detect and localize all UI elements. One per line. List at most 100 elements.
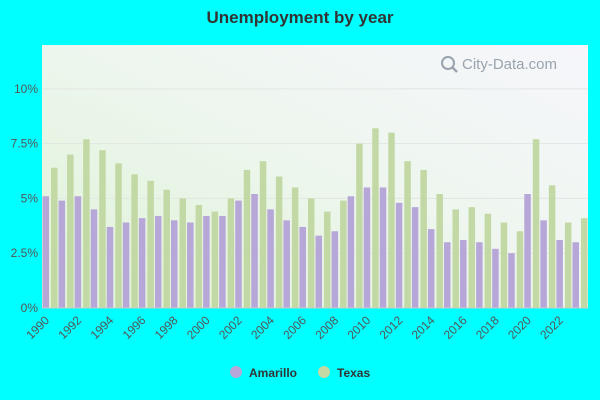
bar-amarillo-1991[interactable] [58,200,66,308]
y-axis: 0% 2.5% 5% 7.5% 10% [11,82,39,315]
bar-amarillo-2007[interactable] [315,235,323,308]
bar-amarillo-2014[interactable] [427,229,435,308]
y-tick-label: 5% [21,191,39,205]
bar-texas-2003[interactable] [259,161,267,308]
bar-texas-2013[interactable] [420,169,427,308]
y-tick-label: 10% [14,82,38,96]
bar-texas-2014[interactable] [436,194,443,308]
bar-texas-2022[interactable] [564,222,572,308]
x-tick-label: 1990 [23,313,52,342]
bar-amarillo-1998[interactable] [171,220,178,308]
bar-amarillo-1994[interactable] [106,226,114,308]
bar-texas-2004[interactable] [275,176,283,309]
bar-amarillo-2011[interactable] [379,187,387,308]
bar-texas-2006[interactable] [307,198,315,308]
bar-texas-2020[interactable] [532,139,540,308]
watermark: City-Data.com [441,56,557,73]
bar-amarillo-2004[interactable] [267,209,274,309]
bar-amarillo-2020[interactable] [524,194,531,308]
y-tick-label: 2.5% [11,246,39,260]
bar-texas-2002[interactable] [243,169,251,308]
bar-texas-2017[interactable] [484,213,492,308]
bar-amarillo-2001[interactable] [219,215,226,308]
legend-swatch-amarillo[interactable] [230,366,242,378]
bar-amarillo-1997[interactable] [154,215,162,308]
x-tick-label: 1998 [152,313,181,342]
bar-texas-2001[interactable] [227,198,235,308]
bar-amarillo-2000[interactable] [203,215,210,308]
bar-amarillo-2016[interactable] [460,240,467,308]
bar-texas-2008[interactable] [340,200,347,308]
x-tick-label: 2010 [345,313,374,342]
bar-texas-2007[interactable] [324,211,331,308]
bar-amarillo-2013[interactable] [411,207,419,308]
x-tick-label: 2022 [537,313,566,342]
legend-label-amarillo: Amarillo [249,366,297,380]
bar-texas-2009[interactable] [356,143,363,309]
bar-amarillo-2003[interactable] [251,194,258,308]
x-tick-label: 2020 [505,313,534,342]
bar-texas-1991[interactable] [67,154,74,308]
bar-amarillo-2021[interactable] [540,220,547,308]
bar-amarillo-1995[interactable] [122,222,130,308]
bar-texas-2023[interactable] [580,218,588,308]
bar-amarillo-2017[interactable] [476,242,483,308]
x-tick-label: 2008 [312,313,341,342]
bar-amarillo-2005[interactable] [283,220,290,308]
bar-amarillo-1999[interactable] [187,222,194,308]
legend-swatch-texas[interactable] [318,366,330,378]
y-tick-label: 0% [21,301,39,315]
bar-texas-2000[interactable] [211,211,219,308]
bar-texas-2005[interactable] [291,187,299,308]
bar-texas-2018[interactable] [500,222,508,308]
bar-texas-1994[interactable] [115,163,122,308]
x-tick-label: 2000 [184,313,213,342]
bar-texas-2012[interactable] [404,161,411,308]
watermark-text: City-Data.com [462,56,557,73]
magnifier-icon [441,56,458,73]
bar-texas-1995[interactable] [131,174,138,308]
x-tick-label: 2014 [409,313,438,342]
bar-amarillo-1996[interactable] [138,218,146,308]
x-axis: 1990 1992 1994 1996 1998 2000 2002 2004 2006 2008… [23,307,588,342]
bar-texas-2021[interactable] [548,185,556,308]
bar-texas-2016[interactable] [468,207,476,308]
bar-amarillo-2018[interactable] [492,248,499,308]
bar-amarillo-2009[interactable] [347,196,355,308]
bar-amarillo-2008[interactable] [331,231,339,308]
bar-amarillo-2019[interactable] [508,253,515,308]
bar-texas-1999[interactable] [195,204,203,308]
bar-amarillo-2023[interactable] [572,242,579,308]
bar-amarillo-2002[interactable] [235,200,242,308]
bar-texas-1990[interactable] [51,167,58,308]
x-tick-label: 1992 [55,313,84,342]
bar-texas-1998[interactable] [179,198,187,308]
bar-texas-2011[interactable] [388,132,395,308]
bar-texas-1993[interactable] [99,150,106,308]
bar-texas-1997[interactable] [163,189,170,308]
bar-amarillo-1993[interactable] [90,209,98,309]
bar-texas-2019[interactable] [516,231,524,308]
chart-title: Unemployment by year [206,8,394,27]
bars [42,128,588,309]
x-tick-label: 2016 [441,313,470,342]
x-tick-label: 2004 [248,313,277,342]
x-tick-label: 2012 [377,313,406,342]
bar-texas-2010[interactable] [372,128,379,308]
bar-amarillo-1992[interactable] [74,196,82,308]
x-tick-label: 2018 [473,313,502,342]
bar-amarillo-2010[interactable] [363,187,371,308]
legend: Amarillo Texas [230,366,370,380]
bar-amarillo-2012[interactable] [395,202,403,308]
bar-amarillo-2006[interactable] [299,226,306,308]
legend-label-texas: Texas [337,366,370,380]
y-tick-label: 7.5% [11,137,39,151]
bar-amarillo-2022[interactable] [556,240,563,308]
bar-texas-1992[interactable] [83,139,90,308]
bar-texas-1996[interactable] [147,180,154,308]
x-tick-label: 1994 [88,313,117,342]
bar-amarillo-2015[interactable] [444,242,451,308]
bar-amarillo-1990[interactable] [42,196,50,308]
bar-texas-2015[interactable] [452,209,460,309]
